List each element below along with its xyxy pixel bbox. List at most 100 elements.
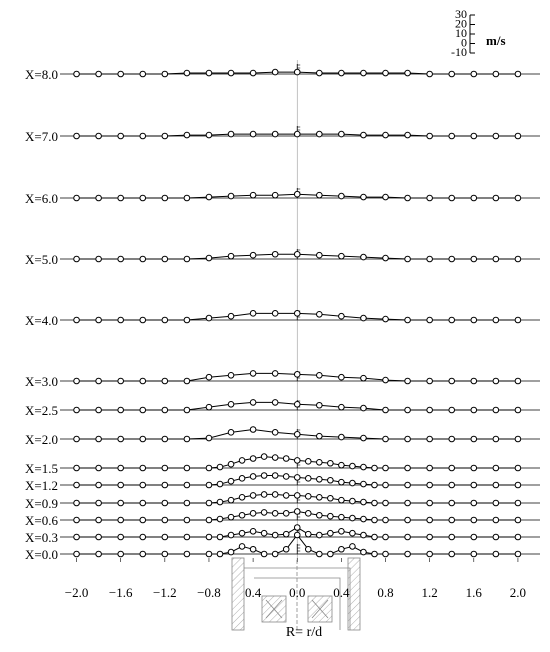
- profile-point: [293, 531, 301, 539]
- profile-point: [183, 131, 191, 139]
- row-label: X=0.6: [25, 513, 58, 528]
- profile-point: [227, 477, 235, 485]
- profile-point: [271, 454, 279, 461]
- profile-point: [260, 491, 268, 498]
- profile-point: [73, 194, 80, 202]
- profile-point: [404, 499, 411, 507]
- profile-point: [205, 193, 213, 201]
- x-tick-label: 0.4: [333, 585, 350, 600]
- profile-point: [183, 550, 191, 558]
- profile-point: [448, 481, 456, 489]
- profile-point: [117, 481, 124, 489]
- profile-point: [371, 533, 378, 541]
- profile-point: [282, 473, 290, 480]
- profile-point: [216, 550, 224, 558]
- profile-point: [183, 435, 191, 443]
- profile-point: [161, 132, 169, 140]
- profile-point: [492, 550, 500, 558]
- profile-point: [316, 459, 323, 466]
- profile-point: [161, 435, 169, 443]
- scale-tick-label: 20: [455, 16, 467, 30]
- profile-point: [216, 480, 224, 488]
- profile-point: [514, 70, 522, 78]
- profile-point: [404, 255, 411, 263]
- profile-point: [404, 481, 411, 489]
- profile-point: [371, 499, 378, 507]
- profile-point: [514, 516, 522, 524]
- profile-point: [95, 132, 102, 140]
- profile-point: [338, 433, 345, 441]
- profile-point: [338, 545, 345, 553]
- x-tick-label: 1.2: [422, 585, 438, 600]
- profile-point: [514, 464, 522, 472]
- profile-point: [73, 70, 80, 78]
- profile-point: [316, 311, 323, 318]
- profile-point: [426, 533, 433, 541]
- profile-point: [271, 472, 279, 479]
- profile-point: [360, 253, 367, 261]
- profile-point: [349, 497, 356, 505]
- profile-point: [349, 462, 356, 470]
- profile-point: [117, 435, 124, 443]
- profile-point: [382, 406, 389, 414]
- scale-tick-label: 30: [455, 7, 467, 21]
- row-label: X=1.2: [25, 478, 58, 493]
- profile-point: [227, 192, 235, 200]
- profile-point: [282, 455, 290, 462]
- profile-point: [95, 406, 102, 414]
- profile-point: [304, 545, 312, 553]
- x-axis-label: R= r/d: [286, 625, 322, 640]
- profile-point: [95, 255, 102, 263]
- profile-point: [360, 531, 367, 539]
- profile-point: [514, 194, 522, 202]
- profile-point: [360, 463, 367, 471]
- profile-point: [293, 430, 301, 438]
- profile-point: [260, 509, 268, 516]
- profile-point: [492, 533, 500, 541]
- profile-point: [95, 377, 102, 385]
- profile-point: [271, 531, 279, 539]
- profile-point: [216, 533, 224, 541]
- profile-point: [382, 131, 389, 139]
- profile-point: [338, 496, 345, 504]
- profile-point: [448, 132, 456, 140]
- scale-tick-label: 10: [455, 26, 467, 40]
- profile-point: [316, 476, 323, 483]
- row-label: X=1.5: [25, 461, 58, 476]
- profile-point: [448, 316, 456, 324]
- profile-point: [492, 435, 500, 443]
- profile-point: [139, 70, 147, 78]
- profile-point: [73, 533, 80, 541]
- profile-point: [238, 494, 246, 501]
- profile-point: [216, 463, 224, 471]
- profile-point: [404, 377, 411, 385]
- profile-point: [470, 533, 478, 541]
- profile-point: [470, 406, 478, 414]
- profile-point: [426, 70, 433, 78]
- profile-point: [117, 194, 124, 202]
- profile-point: [95, 194, 102, 202]
- profile-point: [360, 515, 367, 523]
- row-label: X=5.0: [25, 252, 58, 267]
- profile-point: [514, 132, 522, 140]
- profile-point: [117, 132, 124, 140]
- profile-point: [338, 478, 345, 486]
- row-label: X=0.3: [25, 530, 58, 545]
- profile-point: [470, 132, 478, 140]
- profile-point: [514, 533, 522, 541]
- profile-point: [426, 132, 433, 140]
- profile-point: [360, 434, 367, 442]
- profile-point: [382, 499, 389, 507]
- profile-point: [95, 481, 102, 489]
- profile-point: [260, 472, 268, 479]
- x-tick-label: 0.4: [245, 585, 262, 600]
- profile-point: [316, 531, 323, 539]
- profile-point: [382, 464, 389, 472]
- profile-point: [360, 69, 367, 77]
- profile-point: [448, 499, 456, 507]
- profile-point: [205, 434, 213, 442]
- profile-point: [316, 69, 323, 77]
- profile-point: [271, 191, 279, 199]
- profile-point: [205, 254, 213, 262]
- profile-point: [492, 499, 500, 507]
